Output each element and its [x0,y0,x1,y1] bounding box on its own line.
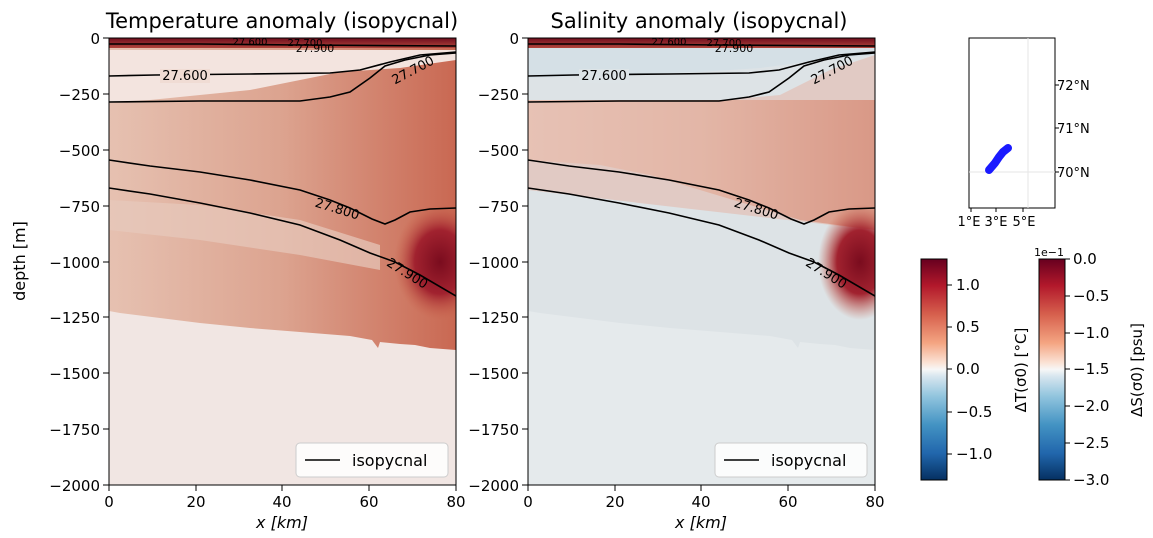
colorbar-tick-label: 0.5 [956,318,980,336]
x-tick-label: 80 [446,493,465,511]
colorbar-tick-label: −0.5 [956,403,992,421]
map-frame [968,37,1056,209]
contour-label: 27.600 [162,69,208,84]
colorbar-tick-label: −1.0 [956,445,992,463]
salinity-isopycnal-27-800 [528,159,875,225]
temperature-isopycnal-27-800 [109,159,456,225]
temperature-contour-labels: 27.600 27.700 27.800 27.900 27.900 27.70… [160,37,437,292]
map-lat-ticks: 72°N 71°N 70°N [1055,79,1090,181]
y-tick-label: −250 [59,86,100,104]
temperature-colorbar: 1.0 0.5 0.0 −0.5 −1.0 ΔT(σ0) [°C] [920,258,1030,481]
y-tick-label: −750 [59,198,100,216]
colorbar-tick-label: −3.0 [1073,471,1109,489]
y-tick-label: −2000 [49,477,100,495]
y-tick-label: −500 [478,142,519,160]
temperature-colorbar-scale [920,258,948,481]
x-tick-label: 40 [272,493,291,511]
salinity-xlabel: x [km] [674,513,727,532]
colorbar-multiplier: 1e−1 [1034,246,1064,259]
map-lat-label: 70°N [1057,166,1090,181]
x-tick-label: 20 [186,493,205,511]
contour-label: 27.600 [581,69,627,84]
y-tick-label: −1750 [49,421,100,439]
x-tick-label: 60 [359,493,378,511]
x-tick-label: 0 [523,493,533,511]
temperature-isopycnal-27-900 [109,187,456,297]
salinity-heatmap [528,38,875,485]
salinity-y-ticks: 0 −250 −500 −750 −1000 −1250 −1500 −1750… [468,30,528,495]
temperature-colorbar-label: ΔT(σ0) [°C] [1012,328,1030,413]
temperature-xlabel: x [km] [255,513,308,532]
colorbar-tick-label: −1.0 [1073,324,1109,342]
y-tick-label: −1250 [468,309,519,327]
salinity-colorbar-ticks: 0.0 −0.5 −1.0 −1.5 −2.0 −2.5 −3.0 [1065,250,1109,489]
colorbar-tick-label: 1.0 [956,276,980,294]
map-lon-ticks: 1°E 3°E 5°E [958,208,1036,230]
contour-label: 27.600 [652,37,687,48]
y-tick-label: −1000 [49,254,100,272]
y-tick-label: 0 [509,30,519,48]
y-tick-label: −1250 [49,309,100,327]
temperature-title: Temperature anomaly (isopycnal) [105,9,458,33]
map-lon-label: 5°E [1013,215,1036,230]
y-tick-label: −1000 [468,254,519,272]
y-tick-label: 0 [90,30,100,48]
colorbar-tick-label: −1.5 [1073,360,1109,378]
colorbar-tick-label: 0.0 [956,360,980,378]
map-lat-label: 71°N [1057,122,1090,137]
y-tick-label: −1500 [49,365,100,383]
x-tick-label: 20 [605,493,624,511]
location-map: 72°N 71°N 70°N 1°E 3°E 5°E [958,37,1090,230]
salinity-legend: isopycnal [714,442,868,478]
x-tick-label: 60 [778,493,797,511]
temperature-isopycnal-surface [109,43,456,47]
salinity-colorbar: 1e−1 0.0 −0.5 −1.0 −1.5 −2.0 −2.5 −3.0 Δ… [1034,246,1146,489]
temperature-panel: Temperature anomaly (isopycnal) [10,9,466,532]
x-tick-label: 40 [691,493,710,511]
salinity-isopycnal-27-700 [528,52,875,103]
temperature-legend: isopycnal [295,442,449,478]
legend-label: isopycnal [352,451,427,470]
salinity-colorbar-label: ΔS(σ0) [psu] [1128,323,1146,417]
contour-label: 27.700 [707,38,742,49]
contour-label: 27.900 [715,42,754,55]
y-tick-label: −500 [59,142,100,160]
salinity-colorbar-scale [1038,258,1066,481]
salinity-isopycnal-surface [528,43,875,47]
colorbar-tick-label: −2.0 [1073,397,1109,415]
contour-label: 27.900 [296,42,335,55]
y-tick-label: −2000 [468,477,519,495]
ship-track [985,144,1012,174]
y-tick-label: −250 [478,86,519,104]
map-lat-label: 72°N [1057,79,1090,94]
contour-label: 27.600 [233,37,268,48]
temperature-isopycnal-27-700 [109,52,456,103]
temperature-ylabel: depth [m] [10,221,29,301]
salinity-x-ticks: 0 20 40 60 80 [523,485,885,511]
colorbar-tick-label: 0.0 [1073,250,1097,268]
map-lon-label: 3°E [985,215,1008,230]
y-tick-label: −1750 [468,421,519,439]
y-tick-label: −750 [478,198,519,216]
y-tick-label: −1500 [468,365,519,383]
contour-label: 27.700 [288,38,323,49]
x-tick-label: 80 [865,493,884,511]
colorbar-tick-label: −0.5 [1073,287,1109,305]
salinity-isopycnal-27-900 [528,187,875,297]
x-tick-label: 0 [104,493,114,511]
temperature-y-ticks: 0 −250 −500 −750 −1000 −1250 −1500 −1750… [49,30,109,495]
salinity-panel: Salinity anomaly (isopycnal) 27.600 27.7… [468,9,885,532]
map-lon-label: 1°E [958,215,981,230]
temperature-colorbar-ticks: 1.0 0.5 0.0 −0.5 −1.0 [947,276,992,463]
legend-label: isopycnal [771,451,846,470]
temperature-heatmap [109,38,456,485]
colorbar-tick-label: −2.5 [1073,434,1109,452]
temperature-x-ticks: 0 20 40 60 80 [104,485,466,511]
temperature-isopycnals [109,43,456,297]
salinity-title: Salinity anomaly (isopycnal) [551,9,848,33]
